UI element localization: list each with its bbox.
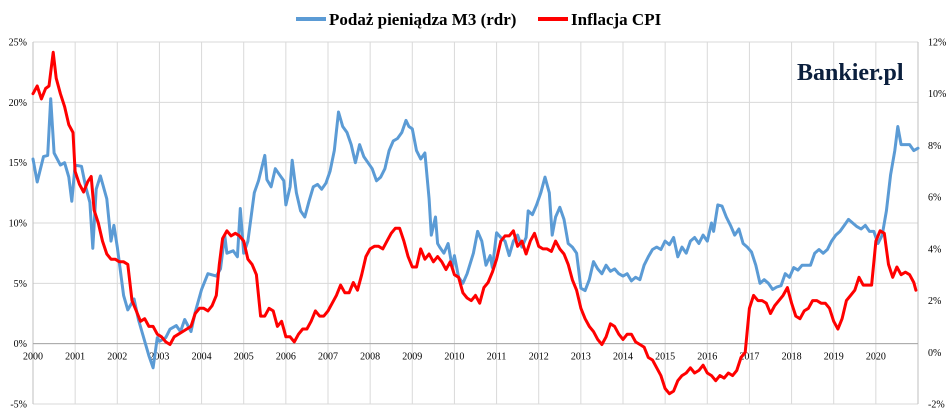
right-tick-label: 8% — [928, 141, 941, 152]
right-tick-label: 0% — [928, 348, 941, 359]
x-tick-label: 2009 — [402, 352, 422, 363]
legend: Podaż pieniądza M3 (rdr) Inflacja CPI — [296, 10, 662, 29]
x-tick-label: 2020 — [866, 352, 886, 363]
x-tick-label: 2013 — [571, 352, 591, 363]
right-tick-label: 12% — [928, 38, 946, 49]
left-tick-label: 20% — [9, 98, 27, 109]
right-tick-label: 10% — [928, 89, 946, 100]
right-tick-label: 4% — [928, 244, 941, 255]
left-tick-label: 15% — [9, 158, 27, 169]
axes: -5% 0% 5% 10% 15% 20% 25% -2% 0% 2% 4% 6% 8% 10% 12% 20… — [9, 38, 947, 411]
x-tick-label: 2018 — [782, 352, 802, 363]
left-tick-label: 25% — [9, 38, 27, 49]
x-tick-label: 2002 — [107, 352, 127, 363]
x-tick-label: 2001 — [65, 352, 85, 363]
legend-label: Inflacja CPI — [571, 10, 662, 29]
x-tick-label: 2006 — [276, 352, 296, 363]
gridlines — [32, 41, 918, 405]
series-lines — [31, 50, 920, 396]
left-tick-label: -5% — [10, 400, 27, 411]
left-tick-label: 10% — [9, 219, 27, 230]
x-tick-label: 2004 — [192, 352, 212, 363]
x-tick-label: 2012 — [529, 352, 549, 363]
x-tick-label: 2003 — [149, 352, 169, 363]
x-tick-label: 2007 — [318, 352, 338, 363]
x-tick-label: 2008 — [360, 352, 380, 363]
x-tick-label: 2014 — [613, 352, 633, 363]
left-tick-label: 5% — [14, 279, 27, 290]
brand-logo: Bankier.pl — [797, 60, 904, 86]
x-tick-label: 2017 — [739, 352, 759, 363]
right-tick-label: 6% — [928, 193, 941, 204]
x-tick-label: 2015 — [655, 352, 675, 363]
x-tick-label: 2005 — [234, 352, 254, 363]
x-tick-label: 2016 — [697, 352, 717, 363]
legend-label: Podaż pieniądza M3 (rdr) — [329, 10, 516, 29]
right-tick-label: -2% — [928, 400, 945, 411]
x-tick-label: 2019 — [824, 352, 844, 363]
right-tick-label: 2% — [928, 296, 941, 307]
left-tick-label: 0% — [14, 339, 27, 350]
x-tick-label: 2011 — [487, 352, 507, 363]
series-line-cpi — [31, 50, 918, 396]
series-line-m3 — [31, 97, 920, 370]
x-tick-label: 2010 — [444, 352, 464, 363]
